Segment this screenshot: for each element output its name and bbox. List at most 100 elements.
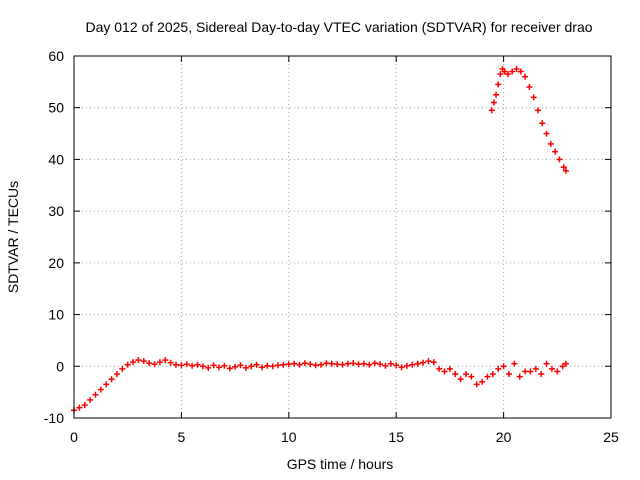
data-point — [403, 362, 410, 369]
data-point — [334, 361, 341, 368]
data-point — [556, 156, 563, 163]
chart-title: Day 012 of 2025, Sidereal Day-to-day VTE… — [85, 19, 592, 35]
data-point — [473, 381, 480, 388]
data-point — [511, 360, 518, 367]
data-point — [140, 358, 147, 365]
data-point — [538, 371, 545, 378]
data-point — [366, 361, 373, 368]
data-point — [504, 71, 511, 78]
data-point — [194, 361, 201, 368]
data-point — [328, 360, 335, 367]
data-point — [560, 164, 567, 171]
data-point — [130, 359, 137, 366]
data-point — [301, 360, 308, 367]
y-tick-label: 10 — [48, 307, 64, 323]
data-point — [554, 368, 561, 375]
y-tick-label: 40 — [48, 151, 64, 167]
data-point — [377, 361, 384, 368]
data-point — [248, 363, 255, 370]
y-tick-label: 50 — [48, 100, 64, 116]
data-point — [493, 91, 500, 98]
data-point — [509, 68, 516, 75]
data-point — [97, 386, 104, 393]
x-axis-label: GPS time / hours — [287, 456, 394, 472]
data-point — [237, 362, 244, 369]
tick-layer: 0 5 10 15 20 25 -10 0 10 20 30 40 50 60 — [44, 48, 619, 445]
data-point — [355, 361, 362, 368]
data-point — [291, 360, 298, 367]
x-tick-label: 5 — [178, 429, 186, 445]
data-point — [360, 360, 367, 367]
data-point — [526, 84, 533, 91]
data-point — [108, 376, 115, 383]
data-point — [522, 368, 529, 375]
data-point — [253, 361, 260, 368]
data-point — [103, 381, 110, 388]
data-point — [205, 364, 212, 371]
data-point — [344, 360, 351, 367]
data-point — [543, 130, 550, 137]
x-tick-label: 15 — [388, 429, 404, 445]
data-point — [232, 363, 239, 370]
data-point — [501, 68, 508, 75]
data-point — [539, 120, 546, 127]
data-point — [221, 362, 228, 369]
data-point — [275, 362, 282, 369]
data-point — [215, 364, 222, 371]
data-point — [497, 71, 504, 78]
data-point — [119, 365, 126, 372]
y-tick-label: 20 — [48, 255, 64, 271]
data-point — [183, 361, 190, 368]
data-point — [81, 402, 88, 409]
data-point — [495, 81, 502, 88]
data-point — [151, 361, 158, 368]
x-tick-label: 20 — [496, 429, 512, 445]
y-tick-label: 0 — [56, 358, 64, 374]
data-point — [441, 368, 448, 375]
data-point — [409, 361, 416, 368]
data-point — [173, 361, 180, 368]
data-point — [242, 364, 249, 371]
data-point — [189, 362, 196, 369]
data-point — [562, 167, 569, 174]
data-point — [513, 65, 520, 72]
data-point — [457, 376, 464, 383]
data-point — [258, 364, 265, 371]
data-point — [393, 362, 400, 369]
data-point — [167, 359, 174, 366]
data-point — [318, 361, 325, 368]
data-point — [210, 362, 217, 369]
data-point — [124, 361, 131, 368]
x-tick-label: 25 — [603, 429, 619, 445]
data-point — [113, 371, 120, 378]
data-point — [552, 148, 559, 155]
data-point — [339, 361, 346, 368]
data-point — [530, 94, 537, 101]
y-tick-label: 60 — [48, 48, 64, 64]
data-point — [488, 107, 495, 114]
data-point — [387, 360, 394, 367]
data-point — [425, 358, 432, 365]
data-point — [548, 365, 555, 372]
data-point — [76, 404, 83, 411]
data-point — [87, 396, 94, 403]
data-point — [264, 362, 271, 369]
data-point — [296, 361, 303, 368]
y-axis-label: SDTVAR / TECUs — [5, 181, 21, 293]
data-point — [446, 365, 453, 372]
grid-layer — [74, 56, 611, 418]
data-point — [490, 99, 497, 106]
data-point — [505, 371, 512, 378]
data-point — [92, 391, 99, 398]
data-point — [547, 140, 554, 147]
data-point — [516, 373, 523, 380]
data-layer — [71, 65, 569, 414]
data-point — [522, 73, 529, 80]
data-point — [527, 368, 534, 375]
data-point — [199, 363, 206, 370]
data-point — [562, 360, 569, 367]
data-point — [135, 357, 142, 364]
data-point — [559, 363, 566, 370]
data-point — [532, 365, 539, 372]
